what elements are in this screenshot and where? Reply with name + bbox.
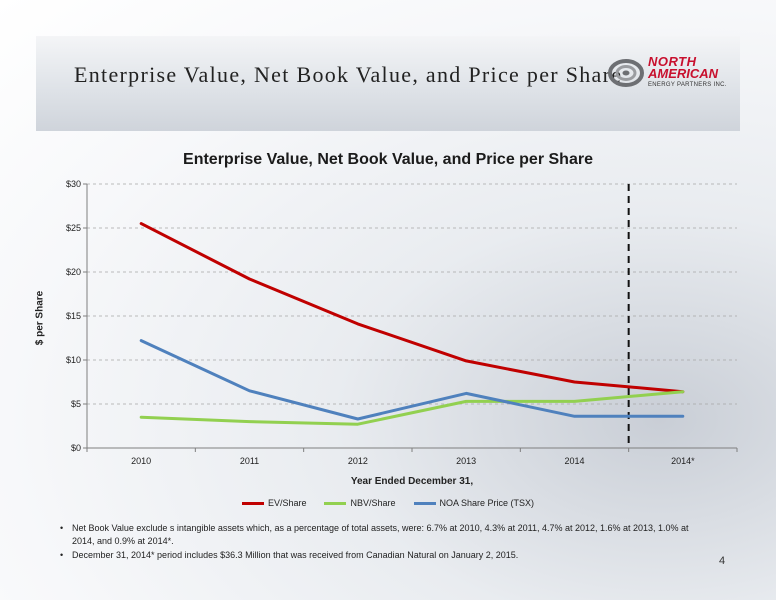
legend-label: EV/Share (267, 498, 307, 508)
chart-title: Enterprise Value, Net Book Value, and Pr… (183, 151, 593, 168)
logo-subtitle: ENERGY PARTNERS INC. (648, 82, 727, 88)
x-axis-title: Year Ended December 31, (350, 476, 474, 487)
legend-swatch (324, 501, 347, 505)
company-logo: NORTH AMERICAN ENERGY PARTNERS INC. (608, 55, 734, 95)
y-tick-label: $10 (66, 355, 81, 365)
x-tick-label: 2014* (671, 456, 695, 466)
legend-item: EV/Share (241, 498, 307, 508)
x-tick-label: 2013 (456, 456, 476, 466)
legend-swatch (413, 501, 436, 505)
footnote-item: December 31, 2014* period includes $36.3… (60, 549, 710, 562)
legend-item: NOA Share Price (TSX) (413, 498, 535, 508)
y-tick-label: $5 (71, 399, 81, 409)
legend-swatch (241, 501, 264, 505)
y-tick-label: $0 (71, 443, 81, 453)
y-tick-label: $20 (66, 267, 81, 277)
logo-text-north: NORTH (648, 54, 697, 69)
x-tick-label: 2011 (240, 456, 259, 466)
x-tick-label: 2012 (348, 456, 368, 466)
grid-lines (87, 183, 737, 405)
logo-swirl-icon (608, 59, 644, 87)
page-number: 4 (719, 555, 726, 567)
legend-item: NBV/Share (324, 498, 396, 508)
slide-title: Enterprise Value, Net Book Value, and Pr… (74, 62, 623, 87)
legend-label: NBV/Share (350, 498, 396, 508)
axes (83, 183, 738, 452)
y-tick-label: $25 (66, 223, 81, 233)
x-tick-label: 2010 (131, 456, 151, 466)
logo-text-american: AMERICAN (648, 66, 719, 81)
series-line-ev-share (139, 222, 685, 394)
y-tick-label: $30 (66, 179, 81, 189)
series-line-noa-share-price-tsx (139, 339, 685, 421)
chart-legend: EV/Share NBV/Share NOA Share Price (TSX) (0, 498, 776, 508)
footnotes: Net Book Value exclude s intangible asse… (60, 522, 710, 564)
y-tick-label: $15 (66, 311, 81, 321)
series-line-nbv-share (139, 390, 685, 426)
series-lines (139, 222, 685, 426)
footnote-item: Net Book Value exclude s intangible asse… (60, 522, 710, 547)
x-tick-label: 2014 (564, 456, 584, 466)
tick-labels: $0 $5 $10 $15 $20 $25 $30 2010 2011 2012 2013 2014 2… (66, 179, 695, 466)
legend-label: NOA Share Price (TSX) (439, 498, 535, 508)
